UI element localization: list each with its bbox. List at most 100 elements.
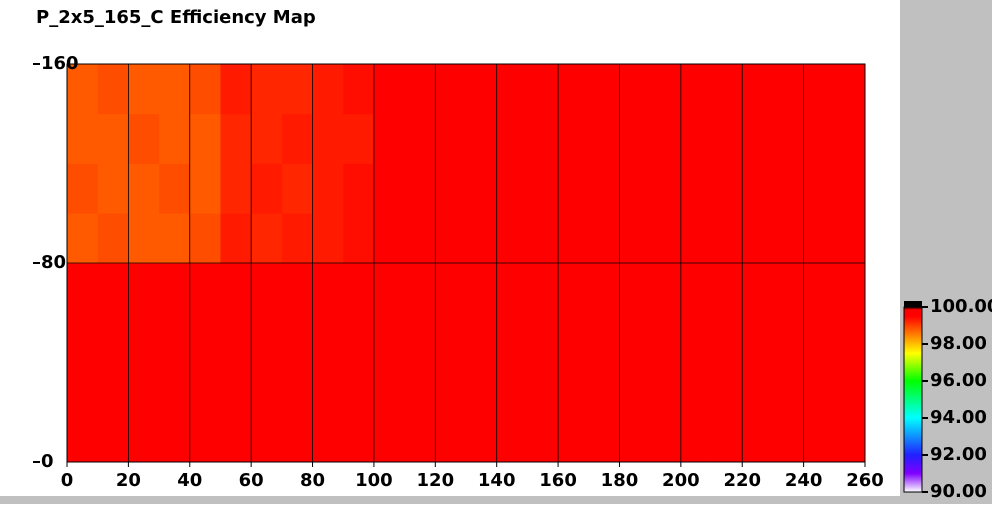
heat-cell (281, 64, 313, 115)
heat-cell (97, 263, 129, 314)
heat-cell (558, 64, 590, 115)
heat-cell (650, 163, 682, 214)
heat-cell (588, 263, 620, 314)
heat-cell (803, 362, 835, 413)
heat-cell (803, 113, 835, 164)
heat-cell (742, 412, 774, 463)
heat-cell (67, 64, 99, 115)
heat-cell (588, 362, 620, 413)
heat-cell (772, 312, 805, 363)
heat-cell (466, 64, 498, 115)
colorbar-tick-label: 90.00 (930, 481, 987, 502)
heat-cell (558, 113, 590, 164)
heat-cell (772, 113, 805, 164)
heat-cell (650, 64, 682, 115)
heat-cell (159, 213, 191, 264)
heat-cell (650, 213, 682, 264)
heat-cell (680, 263, 712, 314)
heat-cell (281, 163, 313, 214)
heat-cell (772, 64, 805, 115)
heat-cell (834, 312, 866, 363)
heat-cell (220, 362, 252, 413)
heat-cell (742, 312, 774, 363)
heat-cell (527, 312, 559, 363)
colorbar (904, 301, 922, 307)
heat-cell (189, 113, 221, 164)
heat-cell (281, 213, 313, 264)
heat-cell (97, 163, 129, 214)
heat-cell (558, 312, 590, 363)
heat-cell (128, 163, 160, 214)
colorbar-tick-label: 92.00 (930, 444, 987, 465)
heat-cell (772, 213, 805, 264)
heat-cell (159, 312, 191, 363)
heat-cell (435, 163, 467, 214)
heat-cell (404, 263, 436, 314)
heat-cell (466, 312, 498, 363)
heat-cell (67, 113, 99, 164)
heat-cell (527, 263, 559, 314)
heat-cell (711, 163, 743, 214)
heat-cell (742, 113, 774, 164)
heat-cell (711, 263, 743, 314)
colorbar-tick-label: 94.00 (930, 407, 987, 428)
heat-cell (803, 263, 835, 314)
heat-cell (834, 163, 866, 214)
heat-cell (588, 312, 620, 363)
heat-cell (527, 412, 559, 463)
x-tick-label: 0 (61, 470, 74, 491)
heat-cell (404, 412, 436, 463)
heat-cell (312, 412, 344, 463)
heat-cell (834, 412, 866, 463)
heat-cell (619, 163, 651, 214)
heat-cell (466, 113, 498, 164)
heat-cell (496, 213, 528, 264)
heat-cell (834, 113, 866, 164)
heat-cell (343, 64, 375, 115)
heat-cell (435, 263, 467, 314)
heat-cell (619, 362, 651, 413)
heat-cell (373, 163, 406, 214)
heat-cell (343, 113, 375, 164)
x-tick-label: 220 (723, 470, 761, 491)
heat-cell (803, 412, 835, 463)
heat-cell (404, 163, 436, 214)
heat-cell (711, 213, 743, 264)
heat-cell (834, 263, 866, 314)
x-tick-label: 80 (300, 470, 325, 491)
heat-cell (619, 213, 651, 264)
heat-cell (189, 64, 221, 115)
x-tick-label: 20 (116, 470, 141, 491)
heat-cell (312, 213, 344, 264)
heat-cell (159, 263, 191, 314)
heat-cell (435, 64, 467, 115)
heat-cell (220, 213, 252, 264)
heat-cell (128, 64, 160, 115)
heat-cell (742, 64, 774, 115)
heat-cell (281, 412, 313, 463)
heat-cell (650, 312, 682, 363)
x-tick-label: 140 (478, 470, 516, 491)
heat-cell (189, 412, 221, 463)
heat-cell (496, 263, 528, 314)
heat-cell (251, 163, 283, 214)
y-tick-label: 160 (41, 53, 79, 74)
heat-cell (67, 312, 99, 363)
heat-cell (496, 412, 528, 463)
heat-cell (404, 113, 436, 164)
x-tick-label: 100 (355, 470, 393, 491)
heat-cell (772, 263, 805, 314)
heat-cell (343, 213, 375, 264)
heat-cell (619, 263, 651, 314)
heat-cell (650, 263, 682, 314)
heat-cell (650, 113, 682, 164)
colorbar-tick-label: 98.00 (930, 333, 987, 354)
heat-cell (558, 412, 590, 463)
heat-cell (558, 263, 590, 314)
x-tick-label: 240 (785, 470, 823, 491)
x-tick-label: 260 (846, 470, 884, 491)
heat-cell (97, 312, 129, 363)
heat-cell (67, 213, 99, 264)
heat-cell (220, 412, 252, 463)
colorbar-tick-label: 96.00 (930, 370, 987, 391)
